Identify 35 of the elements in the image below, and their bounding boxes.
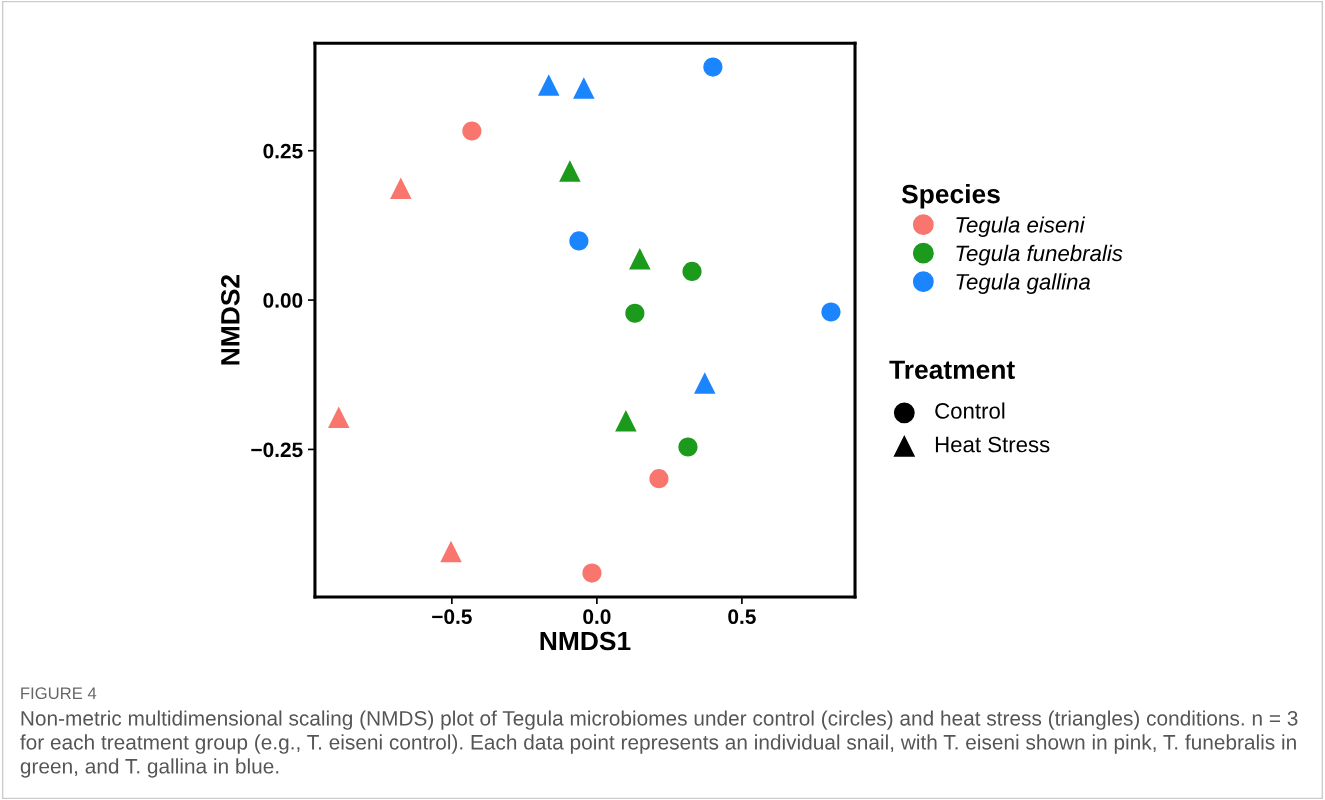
text: Heat Stress	[935, 436, 1050, 453]
point	[559, 160, 581, 182]
text: Control	[935, 402, 1005, 419]
legend-label: Tegula funebralis	[956, 244, 1123, 266]
point	[694, 372, 716, 394]
legend-title: Species	[901, 184, 1000, 209]
point	[649, 469, 669, 489]
point	[573, 77, 595, 99]
x-axis-title: NMDS1	[540, 631, 631, 651]
point	[629, 248, 651, 270]
point	[582, 563, 602, 583]
caption: FIGURE 4	[21, 687, 97, 700]
x-tick-label: 0.0	[583, 609, 611, 625]
point	[703, 57, 723, 77]
text: Treatment	[889, 360, 1015, 380]
point	[682, 261, 702, 281]
y-axis-title: NMDS2	[220, 274, 240, 365]
point	[537, 74, 560, 96]
x-tick-label: 0.5	[728, 609, 756, 625]
y-tick-label: 0.00	[263, 293, 303, 308]
legend-label: Tegula gallina	[956, 273, 1091, 295]
point	[678, 437, 698, 457]
text: Non-metric multidimensional scaling (NMDS) plot of Tegula microbiomes under control (circles) and heat stress (triangles) conditions. n = 3 for each treatment group (e.g., T. eiseni control). Each data point represents an individual snail, with T. eiseni shown in pink, T. funebralis in green, and T. gallina in blue.	[20, 710, 1298, 778]
point	[625, 303, 645, 323]
point	[615, 409, 637, 432]
legend-label: Tegula eiseni	[956, 216, 1086, 238]
point	[390, 177, 412, 200]
point	[462, 121, 482, 141]
point	[569, 231, 589, 251]
x-tick-label: −0.5	[432, 609, 472, 625]
point	[327, 406, 350, 428]
y-tick-label: −0.25	[251, 442, 303, 458]
y-tick-label: 0.25	[263, 143, 303, 159]
point	[821, 302, 841, 322]
point	[440, 540, 462, 563]
